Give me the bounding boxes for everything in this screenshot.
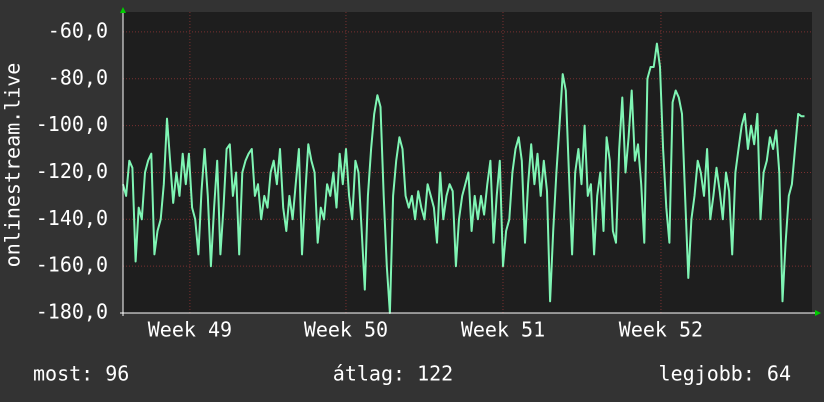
y-tick-label: -160,0	[36, 253, 108, 277]
footer-best: legjobb: 64	[659, 362, 791, 386]
y-tick-label: -140,0	[36, 206, 108, 230]
plot	[122, 42, 805, 314]
y-axis-label: onlinestream.live	[1, 63, 25, 268]
y-tick-label: -80,0	[48, 65, 108, 89]
x-tick-label: Week 50	[304, 318, 388, 342]
labels: -60,0 -80,0 -100,0 -120,0 -140,0 -160,0 -180,0…	[36, 18, 703, 341]
x-tick-label: Week 52	[619, 318, 703, 342]
footer-current: most: 96	[33, 362, 129, 386]
footer-average: átlag: 122	[333, 362, 453, 386]
y-tick-label: -180,0	[36, 300, 108, 324]
y-tick-label: -100,0	[36, 112, 108, 136]
y-tick-label: -60,0	[48, 18, 108, 42]
x-tick-label: Week 49	[148, 318, 232, 342]
data-line	[122, 42, 805, 314]
axis-arrow	[120, 7, 126, 13]
y-tick-label: -120,0	[36, 159, 108, 183]
x-tick-label: Week 51	[461, 318, 545, 342]
axis-arrow	[815, 310, 821, 316]
